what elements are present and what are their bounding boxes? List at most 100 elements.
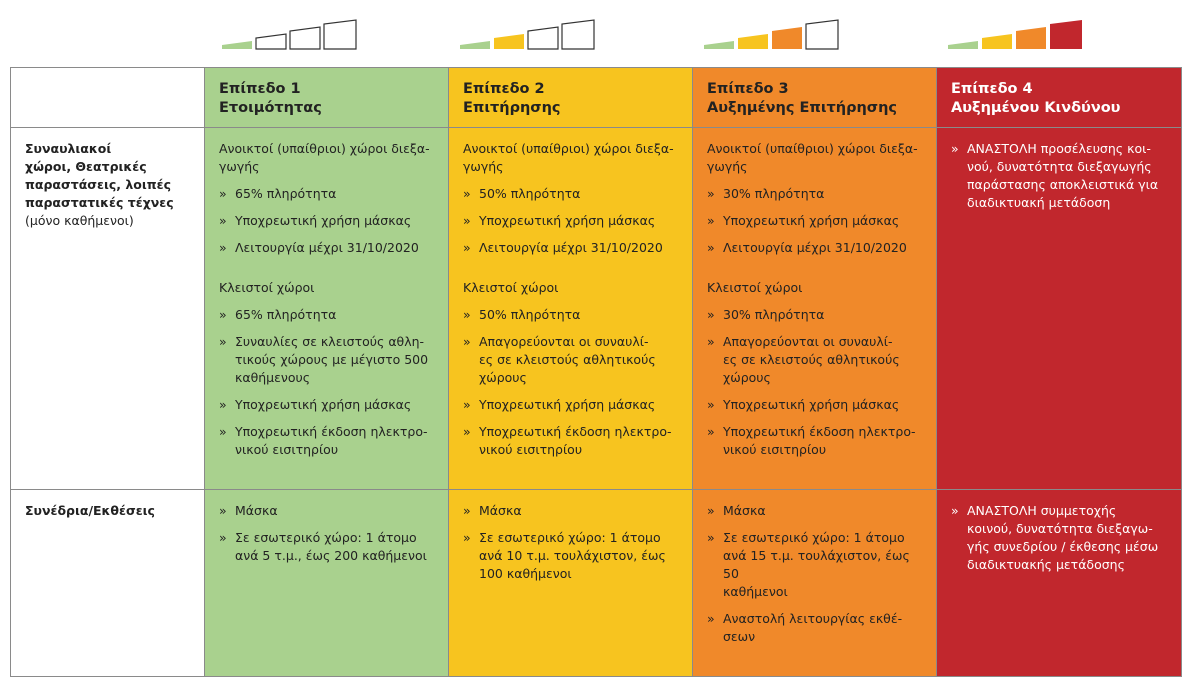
item-text: Σε εσωτερικό χώρο: 1 άτομο ανά 5 τ.μ., έ… [235, 530, 427, 563]
level-number: Επίπεδο 2 [463, 81, 545, 97]
item-text: 50% πληρότητα [479, 307, 581, 322]
level-name: Αυξημένης Επιτήρησης [707, 100, 898, 116]
item-text: ΑΝΑΣΤΟΛΗ προσέλευσης κοι- νού, δυνατότητ… [967, 141, 1159, 210]
item-text: Μάσκα [479, 503, 522, 518]
bullet-item: » Υποχρεωτική χρήση μάσκας [707, 212, 924, 230]
bullet-item: » Υποχρεωτική έκδοση ηλεκτρο- νικού εισιτ… [219, 423, 436, 459]
level-name: Επιτήρησης [463, 100, 561, 116]
bullet-item: » Υποχρεωτική χρήση μάσκας [219, 212, 436, 230]
bullet: » [219, 397, 227, 412]
section: » Μάσκα » Σε εσωτερικό χώρο: 1 άτομο ανά 15… [707, 502, 924, 646]
bullet: » [463, 503, 471, 518]
section-heading: Ανοικτοί (υπαίθριοι) χώροι διεξα- γωγής [219, 141, 430, 174]
item-text: Απαγορεύονται οι συναυλί- ες σε κλειστού… [479, 334, 656, 385]
bullet: » [707, 307, 715, 322]
item-text: 65% πληρότητα [235, 186, 337, 201]
section: Ανοικτοί (υπαίθριοι) χώροι διεξα- γωγής »… [219, 140, 436, 257]
corner-cell [10, 67, 205, 128]
item-text: Υποχρεωτική χρήση μάσκας [235, 397, 412, 412]
bullet: » [951, 503, 959, 518]
measure-cell: » ΑΝΑΣΤΟΛΗ συμμετοχής κοινού, δυνατότητα … [936, 489, 1182, 677]
bullet: » [707, 334, 715, 349]
measure-row: Συνέδρια/Εκθέσεις » Μάσκα » Σε εσωτερικό χώρ… [10, 489, 1182, 677]
bullet: » [951, 141, 959, 156]
bullet: » [463, 334, 471, 349]
icon-level-1 [222, 19, 357, 50]
item-text: Υποχρεωτική έκδοση ηλεκτρο- νικού εισιτη… [235, 424, 428, 457]
level-number: Επίπεδο 1 [219, 81, 301, 97]
item-text: 50% πληρότητα [479, 186, 581, 201]
bullet: » [707, 530, 715, 545]
bullet-item: » ΑΝΑΣΤΟΛΗ προσέλευσης κοι- νού, δυνατότη… [951, 140, 1169, 212]
bullet: » [707, 611, 715, 626]
level-header: Επίπεδο 1 Ετοιμότητας [204, 67, 449, 128]
level-header: Επίπεδο 4 Αυξημένου Κινδύνου [936, 67, 1182, 128]
item-text: Υποχρεωτική χρήση μάσκας [723, 397, 900, 412]
bullet: » [219, 530, 227, 545]
measure-row: Συναυλιακοί χώροι, Θεατρικές παραστάσεις… [10, 127, 1182, 490]
bullet: » [463, 530, 471, 545]
bullet: » [219, 334, 227, 349]
bullet-item: » 65% πληρότητα [219, 306, 436, 324]
bullet: » [463, 307, 471, 322]
section: Κλειστοί χώροι » 30% πληρότητα » Απαγορεύοντ… [707, 279, 924, 459]
item-text: Υποχρεωτική έκδοση ηλεκτρο- νικού εισιτη… [723, 424, 916, 457]
bullet-item: » Λειτουργία μέχρι 31/10/2020 [707, 239, 924, 257]
section-heading: Κλειστοί χώροι [707, 280, 803, 295]
bullet: » [707, 424, 715, 439]
bullet-item: » Σε εσωτερικό χώρο: 1 άτομο ανά 15 τ.μ. … [707, 529, 924, 601]
bullet-item: » Υποχρεωτική έκδοση ηλεκτρο- νικού εισιτ… [707, 423, 924, 459]
item-text: 65% πληρότητα [235, 307, 337, 322]
measure-cell: » ΑΝΑΣΤΟΛΗ προσέλευσης κοι- νού, δυνατότη… [936, 127, 1182, 490]
item-text: Υποχρεωτική χρήση μάσκας [479, 213, 656, 228]
bullet: » [707, 240, 715, 255]
table-body: Επίπεδο 1 Ετοιμότητας Επίπεδο 2 Επιτήρησης Ε… [10, 67, 1182, 677]
row-label: Συνέδρια/Εκθέσεις [25, 503, 155, 518]
bullet-item: » Απαγορεύονται οι συναυλί- ες σε κλειστο… [463, 333, 680, 387]
icon-level-3 [704, 19, 839, 50]
bullet-item: » Υποχρεωτική χρήση μάσκας [219, 396, 436, 414]
item-text: Λειτουργία μέχρι 31/10/2020 [723, 240, 907, 255]
level-number: Επίπεδο 4 [951, 81, 1033, 97]
item-text: Αναστολή λειτουργίας εκθέ- σεων [723, 611, 903, 644]
bullet: » [707, 186, 715, 201]
section: Κλειστοί χώροι » 65% πληρότητα » Συναυλίες σ… [219, 279, 436, 459]
bullet-item: » Λειτουργία μέχρι 31/10/2020 [463, 239, 680, 257]
level-header: Επίπεδο 2 Επιτήρησης [448, 67, 693, 128]
icon-level-4 [948, 20, 1082, 49]
item-text: Σε εσωτερικό χώρο: 1 άτομο ανά 15 τ.μ. τ… [723, 530, 910, 599]
bullet: » [219, 213, 227, 228]
bullet-item: » Σε εσωτερικό χώρο: 1 άτομο ανά 5 τ.μ., … [219, 529, 436, 565]
item-text: Σε εσωτερικό χώρο: 1 άτομο ανά 10 τ.μ. τ… [479, 530, 666, 581]
measure-cell: » Μάσκα » Σε εσωτερικό χώρο: 1 άτομο ανά 5 … [204, 489, 449, 677]
row-label: Συναυλιακοί χώροι, Θεατρικές παραστάσεις… [25, 141, 174, 210]
bullet-item: » Υποχρεωτική χρήση μάσκας [463, 396, 680, 414]
bullet: » [463, 424, 471, 439]
section: » ΑΝΑΣΤΟΛΗ προσέλευσης κοι- νού, δυνατότη… [951, 140, 1169, 212]
bullet: » [219, 240, 227, 255]
bullet-item: » Αναστολή λειτουργίας εκθέ- σεων [707, 610, 924, 646]
section-heading: Ανοικτοί (υπαίθριοι) χώροι διεξα- γωγής [707, 141, 918, 174]
item-text: Συναυλίες σε κλειστούς αθλη- τικούς χώρο… [235, 334, 429, 385]
section: Ανοικτοί (υπαίθριοι) χώροι διεξα- γωγής »… [463, 140, 680, 257]
measure-cell: Ανοικτοί (υπαίθριοι) χώροι διεξα- γωγής »… [204, 127, 449, 490]
bullet-item: » 65% πληρότητα [219, 185, 436, 203]
bullet: » [219, 307, 227, 322]
bullet: » [707, 213, 715, 228]
item-text: Λειτουργία μέχρι 31/10/2020 [235, 240, 419, 255]
measure-cell: » Μάσκα » Σε εσωτερικό χώρο: 1 άτομο ανά 15… [692, 489, 937, 677]
level-icons [222, 19, 1082, 50]
measure-cell: Ανοικτοί (υπαίθριοι) χώροι διεξα- γωγής »… [448, 127, 693, 490]
item-text: Απαγορεύονται οι συναυλί- ες σε κλειστού… [723, 334, 900, 385]
bullet: » [707, 397, 715, 412]
bullet: » [219, 186, 227, 201]
bullet: » [219, 503, 227, 518]
bullet-item: » 50% πληρότητα [463, 306, 680, 324]
section-heading: Κλειστοί χώροι [463, 280, 559, 295]
item-text: ΑΝΑΣΤΟΛΗ συμμετοχής κοινού, δυνατότητα δ… [967, 503, 1159, 572]
section: » Μάσκα » Σε εσωτερικό χώρο: 1 άτομο ανά 10… [463, 502, 680, 583]
level-name: Ετοιμότητας [219, 100, 322, 116]
item-text: Μάσκα [723, 503, 766, 518]
bullet-item: » Μάσκα [219, 502, 436, 520]
bullet-item: » Λειτουργία μέχρι 31/10/2020 [219, 239, 436, 257]
